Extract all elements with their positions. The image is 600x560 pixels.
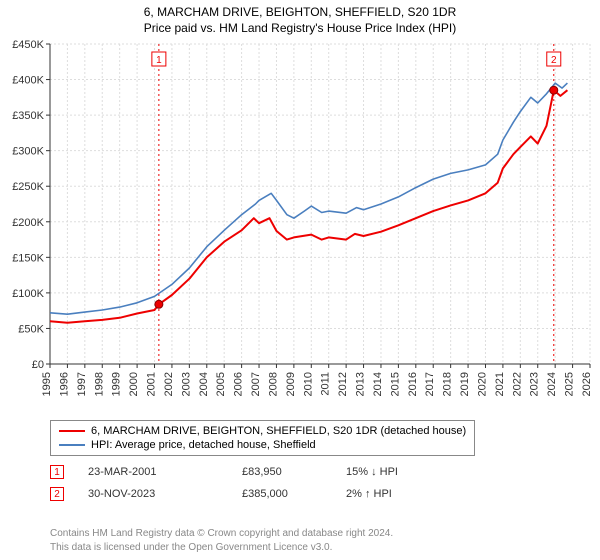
legend-row: 6, MARCHAM DRIVE, BEIGHTON, SHEFFIELD, S… [59, 424, 466, 438]
chart-container: 6, MARCHAM DRIVE, BEIGHTON, SHEFFIELD, S… [0, 0, 600, 560]
legend-label: HPI: Average price, detached house, Shef… [91, 438, 316, 452]
chart-svg: £0 £50K £100K £150K £200K £250K £300K £350K £400… [0, 38, 600, 408]
svg-text:2000: 2000 [128, 372, 140, 396]
legend-swatch [59, 430, 85, 432]
svg-text:2018: 2018 [442, 372, 454, 396]
footer-line: Contains HM Land Registry data © Crown c… [50, 527, 393, 541]
svg-text:1997: 1997 [76, 372, 88, 396]
event-row: 1 23-MAR-2001 £83,950 15% ↓ HPI [50, 464, 398, 480]
svg-text:2012: 2012 [337, 372, 349, 396]
svg-text:2006: 2006 [233, 372, 245, 396]
svg-text:2: 2 [551, 55, 557, 66]
svg-text:2005: 2005 [215, 372, 227, 396]
svg-text:£150K: £150K [12, 252, 44, 264]
event-date: 23-MAR-2001 [88, 464, 218, 480]
svg-text:2008: 2008 [267, 372, 279, 396]
svg-text:£0: £0 [32, 359, 44, 371]
svg-text:2014: 2014 [372, 372, 384, 396]
title-sub: Price paid vs. HM Land Registry's House … [0, 20, 600, 36]
svg-text:2017: 2017 [424, 372, 436, 396]
svg-text:£50K: £50K [18, 323, 44, 335]
svg-text:2013: 2013 [355, 372, 367, 396]
event-marker: 2 [50, 487, 64, 501]
svg-text:1: 1 [156, 55, 162, 66]
chart: £0 £50K £100K £150K £200K £250K £300K £350K £400… [0, 38, 600, 408]
svg-text:2019: 2019 [459, 372, 471, 396]
svg-text:2016: 2016 [407, 372, 419, 396]
svg-text:2007: 2007 [250, 372, 262, 396]
svg-text:1995: 1995 [41, 372, 53, 396]
svg-text:2022: 2022 [511, 372, 523, 396]
svg-text:2015: 2015 [389, 372, 401, 396]
svg-text:£100K: £100K [12, 288, 44, 300]
legend: 6, MARCHAM DRIVE, BEIGHTON, SHEFFIELD, S… [50, 420, 475, 456]
event-list: 1 23-MAR-2001 £83,950 15% ↓ HPI 2 30-NOV-2023… [50, 464, 398, 508]
footer: Contains HM Land Registry data © Crown c… [50, 527, 393, 554]
svg-text:£450K: £450K [12, 39, 44, 51]
svg-text:2011: 2011 [320, 372, 332, 396]
svg-text:2024: 2024 [546, 372, 558, 396]
event-marker: 1 [50, 465, 64, 479]
legend-row: HPI: Average price, detached house, Shef… [59, 438, 466, 452]
svg-text:2020: 2020 [476, 372, 488, 396]
svg-text:1996: 1996 [58, 372, 70, 396]
svg-text:£350K: £350K [12, 110, 44, 122]
legend-label: 6, MARCHAM DRIVE, BEIGHTON, SHEFFIELD, S… [91, 424, 466, 438]
svg-text:£250K: £250K [12, 181, 44, 193]
svg-text:2003: 2003 [180, 372, 192, 396]
svg-text:£300K: £300K [12, 146, 44, 158]
svg-text:2023: 2023 [529, 372, 541, 396]
svg-text:2004: 2004 [198, 372, 210, 396]
svg-text:1999: 1999 [111, 372, 123, 396]
event-price: £83,950 [242, 464, 322, 480]
svg-text:2009: 2009 [285, 372, 297, 396]
svg-text:2002: 2002 [163, 372, 175, 396]
svg-text:2025: 2025 [564, 372, 576, 396]
svg-text:2021: 2021 [494, 372, 506, 396]
legend-swatch [59, 444, 85, 446]
event-delta: 15% ↓ HPI [346, 464, 398, 480]
event-delta: 2% ↑ HPI [346, 486, 392, 502]
event-row: 2 30-NOV-2023 £385,000 2% ↑ HPI [50, 486, 398, 502]
footer-line: This data is licensed under the Open Gov… [50, 541, 393, 555]
title-main: 6, MARCHAM DRIVE, BEIGHTON, SHEFFIELD, S… [0, 4, 600, 20]
svg-text:2001: 2001 [146, 372, 158, 396]
svg-text:2026: 2026 [581, 372, 593, 396]
svg-text:£200K: £200K [12, 217, 44, 229]
svg-text:2010: 2010 [302, 372, 314, 396]
title-block: 6, MARCHAM DRIVE, BEIGHTON, SHEFFIELD, S… [0, 0, 600, 36]
event-price: £385,000 [242, 486, 322, 502]
event-date: 30-NOV-2023 [88, 486, 218, 502]
svg-text:£400K: £400K [12, 75, 44, 87]
svg-text:1998: 1998 [93, 372, 105, 396]
